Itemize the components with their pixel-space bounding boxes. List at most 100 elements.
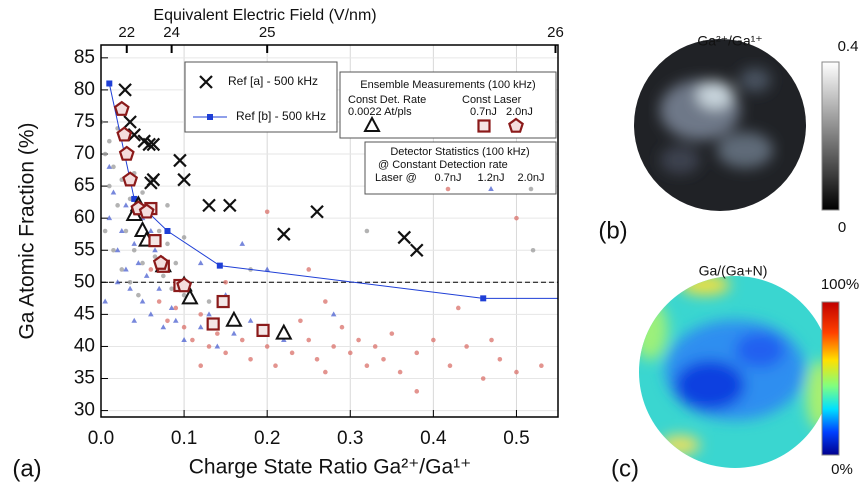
point xyxy=(102,298,108,304)
y-axis-label: Ga Atomic Fraction (%) xyxy=(16,122,39,339)
point xyxy=(539,363,544,368)
legend: Ensemble Measurements (100 kHz) Const Det… xyxy=(184,61,557,195)
x-tick-label: 0.3 xyxy=(337,428,363,449)
legend-title: Ensemble Measurements (100 kHz) xyxy=(360,79,535,91)
point xyxy=(277,227,291,241)
legend-box xyxy=(364,141,557,195)
point xyxy=(102,228,108,234)
point xyxy=(173,260,179,266)
y-tick-label: 65 xyxy=(74,175,95,196)
point xyxy=(165,318,170,324)
y-tick-label: 35 xyxy=(74,368,95,389)
point xyxy=(356,337,361,343)
point xyxy=(156,228,162,234)
legend-heading: @ Constant Detection rate xyxy=(378,159,508,171)
point xyxy=(118,145,135,161)
point xyxy=(165,241,170,247)
y-tick-label: 85 xyxy=(74,47,95,68)
ratio-map xyxy=(634,39,806,211)
point xyxy=(118,83,132,97)
point xyxy=(111,164,116,170)
point xyxy=(148,267,154,272)
panel-title: Ga/(Ga+N) xyxy=(699,263,768,279)
point xyxy=(177,172,191,187)
point xyxy=(306,267,312,272)
point xyxy=(314,356,320,362)
point xyxy=(131,195,138,202)
point xyxy=(181,292,187,298)
point xyxy=(414,389,420,394)
point xyxy=(138,203,155,219)
legend-marker xyxy=(363,115,381,132)
point xyxy=(431,337,436,343)
point xyxy=(131,317,138,323)
point xyxy=(107,183,112,189)
point xyxy=(347,350,353,356)
point xyxy=(231,330,237,336)
point xyxy=(223,198,237,213)
point xyxy=(215,331,220,336)
y-tick-label: 75 xyxy=(74,111,95,132)
point xyxy=(116,126,133,142)
point xyxy=(176,277,193,293)
point xyxy=(331,344,336,349)
point xyxy=(223,280,228,285)
point xyxy=(447,363,453,368)
point xyxy=(214,343,221,349)
point xyxy=(198,312,204,317)
point xyxy=(389,331,395,336)
point xyxy=(323,369,328,375)
point xyxy=(114,279,121,285)
point xyxy=(216,294,230,309)
point xyxy=(216,262,223,269)
point xyxy=(372,344,378,349)
legend-label: 2.0nJ xyxy=(506,106,533,118)
point xyxy=(464,344,469,349)
point xyxy=(310,204,324,219)
point xyxy=(127,280,133,285)
point xyxy=(455,305,461,311)
point xyxy=(239,337,245,343)
colorbar-label: 0 xyxy=(838,219,846,236)
point xyxy=(181,324,187,330)
point xyxy=(111,247,116,253)
legend-title: Detector Statistics (100 kHz) xyxy=(390,146,529,158)
x-tick-label: 0.4 xyxy=(420,428,447,449)
point xyxy=(197,260,204,266)
point xyxy=(206,299,212,304)
point xyxy=(198,363,204,368)
point xyxy=(409,243,424,258)
point xyxy=(123,202,129,208)
point xyxy=(414,350,420,356)
point xyxy=(480,295,487,302)
point xyxy=(273,363,278,368)
colorbar-label: 0.4 xyxy=(838,38,859,55)
point xyxy=(152,247,158,253)
point xyxy=(127,196,133,202)
point xyxy=(123,228,129,234)
legend-marker xyxy=(207,114,213,120)
point xyxy=(165,203,170,208)
point xyxy=(489,337,494,343)
point xyxy=(306,337,312,343)
x-axis-label: Charge State Ratio Ga²⁺/Ga¹⁺ xyxy=(189,456,471,479)
point xyxy=(136,292,141,298)
point xyxy=(164,228,171,234)
x-tick-label: 0.5 xyxy=(503,428,529,449)
point xyxy=(119,267,125,272)
point xyxy=(514,369,519,375)
point xyxy=(289,350,295,356)
legend-label: Ref [a] - 500 kHz xyxy=(228,74,318,88)
point xyxy=(364,363,370,368)
point xyxy=(118,228,125,233)
legend-label: 0.0022 At/pls xyxy=(348,106,412,118)
x2-tick-label: 25 xyxy=(259,24,276,41)
legend-marker xyxy=(528,186,534,192)
point xyxy=(123,115,137,129)
x2-tick-label: 26 xyxy=(547,24,564,41)
point xyxy=(397,369,403,375)
point xyxy=(131,240,138,246)
x2-tick-label: 22 xyxy=(118,24,135,41)
y-tick-label: 40 xyxy=(74,335,95,356)
